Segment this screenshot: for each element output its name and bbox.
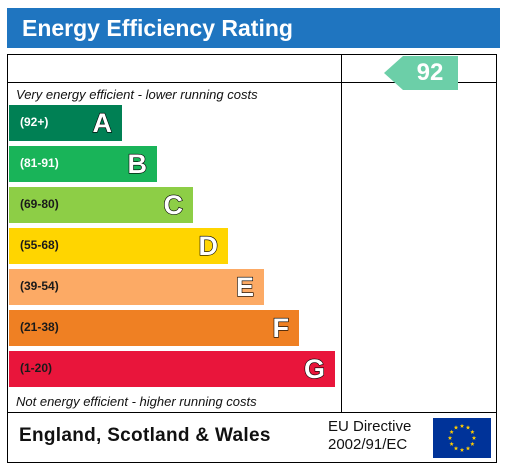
band-range: (81-91) [20,156,59,170]
caption-bottom: Not energy efficient - higher running co… [16,394,257,409]
eu-star-icon [465,446,471,451]
eu-star-icon [470,429,475,434]
band-b: (81-91) B [9,146,157,182]
eu-directive-line1: EU Directive [328,418,412,435]
band-g: (1-20) G [9,351,335,387]
page-title: Energy Efficiency Rating [22,15,293,41]
band-range: (1-20) [20,361,53,375]
current-rating-arrow [384,56,458,90]
band-letter: A [92,107,113,138]
band-c: (69-80) C [9,187,193,223]
eu-star-icon [453,425,459,430]
band-range: (92+) [20,115,49,129]
eu-star-icon [465,425,471,430]
band-e: (39-54) E [9,269,264,305]
header-bar: Energy Efficiency Rating [7,8,500,48]
caption-top: Very energy efficient - lower running co… [16,87,258,102]
eu-star-icon [471,435,477,440]
band-range: (39-54) [20,279,59,293]
eu-star-icon [459,423,465,428]
eu-star-icon [447,435,453,440]
column-divider [341,54,342,413]
band-letter: G [303,353,325,384]
band-range: (55-68) [20,238,59,252]
band-range: (69-80) [20,197,59,211]
band-a: (92+) A [9,105,122,141]
band-letter: F [272,312,290,343]
band-letter: D [198,230,219,261]
eu-star-icon [453,446,459,451]
current-rating-value: 92 [416,59,444,86]
eu-star-icon [470,441,475,446]
eu-star-icon [459,447,465,452]
eu-star-icon [449,429,454,434]
footer-country: England, Scotland & Wales [19,425,271,446]
band-d: (55-68) D [9,228,228,264]
band-letter: B [127,148,148,179]
band-letter: E [235,271,254,302]
eu-directive: EU Directive 2002/91/EC [328,418,426,454]
band-f: (21-38) F [9,310,299,346]
band-letter: C [163,189,184,220]
frame-divider-bottom [7,412,497,413]
eu-flag-icon [433,418,491,458]
band-range: (21-38) [20,320,59,334]
rating-frame [7,54,497,463]
eu-star-icon [449,441,454,446]
frame-divider-top [7,82,497,83]
eu-directive-line2: 2002/91/EC [328,436,408,453]
